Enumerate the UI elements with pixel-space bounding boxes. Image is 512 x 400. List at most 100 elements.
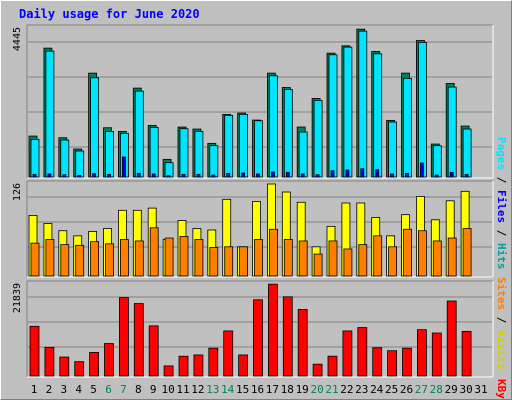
x-tick-label-26: 26 (400, 383, 413, 396)
bars-layer (28, 28, 472, 377)
pages-bar-3 (62, 174, 67, 178)
pages-bar-10 (166, 175, 171, 178)
legend-pages: Pages (495, 137, 508, 170)
kbytes-bar-10 (163, 365, 174, 377)
kbytes-bar-27 (416, 329, 427, 377)
sites-bar-20 (313, 253, 323, 277)
kbytes-bar-4 (74, 361, 85, 377)
pages-bar-17 (270, 171, 275, 178)
x-tick-label-9: 9 (150, 383, 157, 396)
pages-bar-9 (151, 173, 156, 178)
files-bar-20 (313, 100, 323, 178)
files-bar-2 (45, 50, 55, 178)
kbytes-bar-30 (461, 330, 472, 377)
sites-bar-18 (283, 239, 293, 277)
pages-bar-23 (360, 168, 365, 178)
pages-bar-27 (419, 162, 424, 178)
pages-bar-25 (390, 173, 395, 178)
x-tick-label-28: 28 (430, 383, 443, 396)
kbytes-bar-6 (104, 343, 114, 377)
kbytes-bar-15 (238, 354, 249, 377)
legend-sites: Sites (495, 277, 508, 310)
pages-bar-18 (285, 171, 290, 178)
sites-bar-3 (60, 244, 70, 277)
files-bar-25 (388, 121, 398, 178)
x-tick-label-20: 20 (310, 383, 323, 396)
kbytes-bar-14 (223, 330, 234, 377)
files-bar-29 (447, 86, 457, 178)
y-max-label-visits: 126 (12, 183, 23, 201)
x-tick-label-10: 10 (161, 383, 174, 396)
sites-bar-1 (30, 242, 40, 277)
y-max-label-kbytes: 21839 (12, 283, 23, 313)
pages-bar-29 (449, 171, 454, 178)
x-tick-label-25: 25 (385, 383, 398, 396)
files-bar-12 (194, 130, 204, 178)
files-bar-3 (60, 139, 70, 178)
sites-bar-15 (239, 246, 249, 277)
x-tick-label-5: 5 (90, 383, 97, 396)
pages-bar-15 (241, 172, 246, 178)
files-bar-11 (179, 128, 189, 178)
legend-kbytes-label: KBytes (495, 379, 508, 399)
sites-bar-24 (373, 235, 383, 277)
legend-sep-3: / (495, 310, 508, 330)
kbytes-bar-12 (193, 354, 204, 377)
files-bar-13 (209, 145, 219, 178)
x-tick-label-11: 11 (176, 383, 189, 396)
sites-bar-28 (432, 240, 442, 277)
kbytes-bar-7 (119, 297, 129, 377)
sites-bar-2 (45, 239, 55, 277)
kbytes-bar-19 (297, 309, 308, 377)
kbytes-bar-21 (327, 355, 338, 377)
files-bar-27 (417, 42, 427, 178)
x-tick-label-2: 2 (46, 383, 53, 396)
sites-bar-16 (254, 239, 263, 277)
sites-bar-11 (179, 236, 189, 277)
legend-visits: Visits (495, 330, 508, 370)
x-axis-labels: 1 2 3 4 5 6 7 8 9 10 11 12 13 14 15 16 17 18 19 20 21 22 23 24 2… (31, 383, 488, 396)
legend-sites-visits: Sites / Visits (495, 277, 508, 370)
kbytes-bar-16 (253, 299, 263, 377)
sites-bar-7 (120, 239, 129, 277)
x-tick-label-19: 19 (296, 383, 309, 396)
kbytes-bar-23 (357, 327, 368, 377)
x-tick-label-4: 4 (75, 383, 82, 396)
x-tick-label-23: 23 (355, 383, 368, 396)
sites-bar-21 (328, 240, 338, 277)
pages-bar-6 (107, 173, 111, 178)
pages-bar-5 (92, 173, 96, 178)
pages-bar-16 (256, 173, 260, 178)
sites-bar-19 (298, 240, 308, 277)
files-bar-9 (149, 126, 159, 178)
x-tick-label-17: 17 (266, 383, 279, 396)
files-bar-21 (328, 54, 338, 178)
kbytes-bar-13 (208, 347, 219, 377)
files-bar-1 (30, 138, 40, 178)
x-tick-label-31: 31 (474, 383, 487, 396)
x-tick-label-15: 15 (236, 383, 249, 396)
files-bar-28 (432, 145, 442, 178)
pages-bar-4 (77, 174, 82, 178)
pages-bar-13 (211, 174, 216, 178)
kbytes-bar-9 (148, 325, 159, 377)
kbytes-bar-29 (446, 300, 457, 377)
pages-bar-26 (405, 172, 409, 178)
files-bar-10 (164, 162, 174, 178)
x-tick-label-29: 29 (445, 383, 458, 396)
sites-bar-30 (462, 228, 472, 277)
x-tick-label-30: 30 (459, 383, 472, 396)
x-tick-label-16: 16 (251, 383, 264, 396)
sites-bar-13 (209, 247, 219, 277)
files-bar-18 (283, 89, 293, 178)
x-tick-label-27: 27 (415, 383, 428, 396)
x-tick-label-14: 14 (221, 383, 235, 396)
pages-bar-21 (330, 170, 335, 178)
files-bar-16 (254, 120, 263, 178)
x-tick-label-8: 8 (135, 383, 142, 396)
files-bar-5 (90, 77, 99, 178)
legend-kbytes: KBytes (495, 379, 508, 399)
pages-bar-19 (300, 173, 305, 178)
sites-bar-8 (134, 240, 144, 277)
